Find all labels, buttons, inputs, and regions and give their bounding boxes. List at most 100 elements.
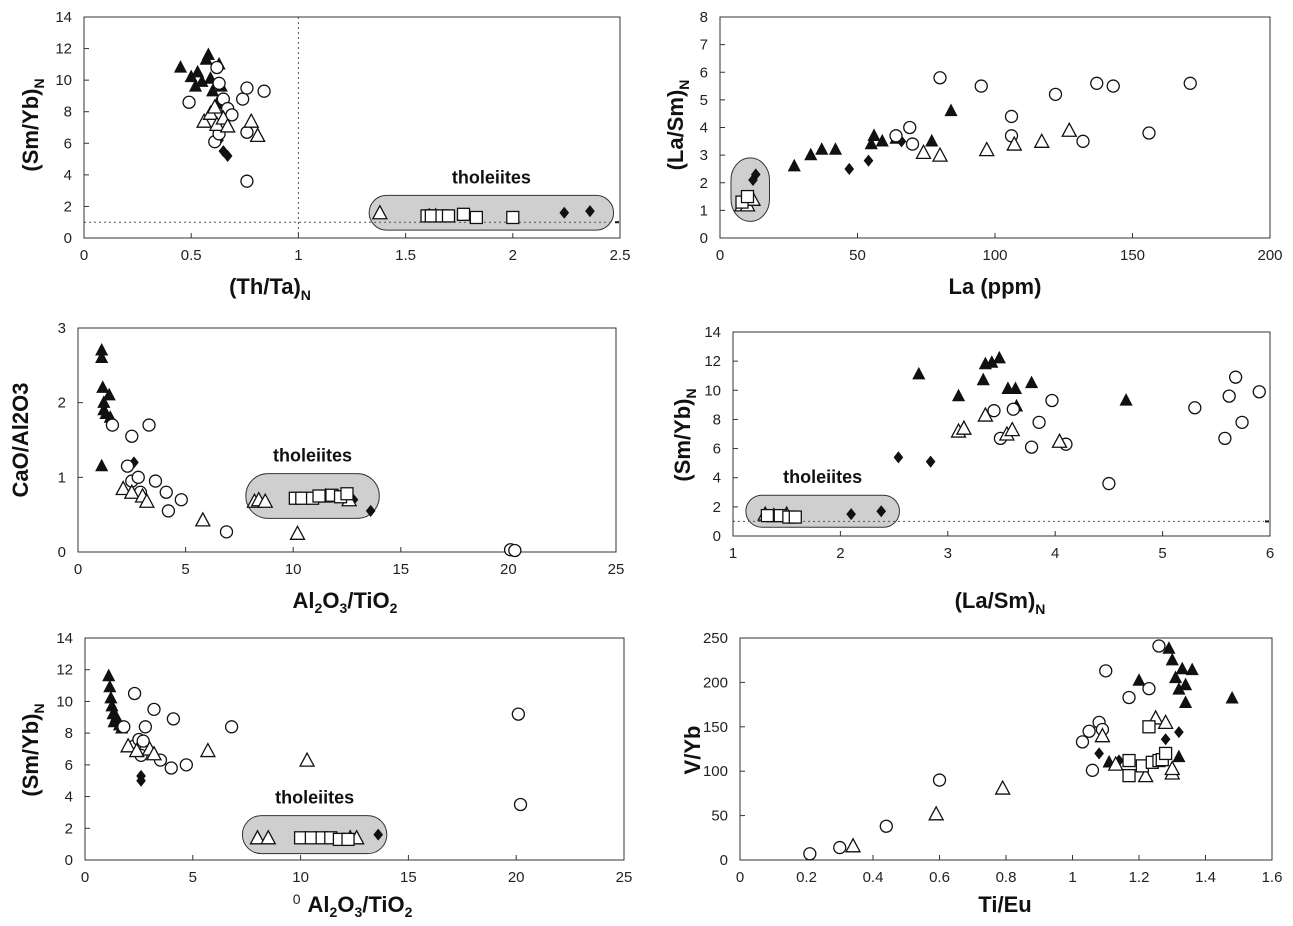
series-open-square — [420, 207, 520, 225]
point-open-triangle — [257, 492, 274, 508]
point-open-circle — [1222, 389, 1236, 403]
y-tick-label: 14 — [55, 9, 72, 26]
point-open-circle — [1235, 415, 1249, 429]
point-open-circle — [889, 129, 903, 143]
point-open-circle — [159, 485, 173, 499]
point-open-circle — [511, 707, 526, 721]
point-open-circle — [1032, 415, 1046, 429]
point-open-triangle — [1006, 135, 1023, 151]
y-tick-label: 12 — [55, 41, 72, 58]
chart-panel-3: 0 5 10 15 20 25 0 1 2 3 tholeiites Al2O3/TiO2 CaO/Al… — [8, 320, 624, 616]
point-filled-triangle — [1175, 661, 1189, 675]
x-tick-label: 0 — [716, 247, 724, 264]
point-open-triangle — [994, 779, 1011, 795]
region-label: tholeiites — [275, 788, 354, 808]
point-open-square — [456, 207, 471, 221]
x-tick-label: 1 — [294, 247, 302, 264]
plot-frame — [719, 16, 1271, 239]
chart-panel-5: 0 5 10 15 20 25 0 2 4 6 8 10 12 14 tholeiites 0 Al2O3/Ti… — [18, 630, 632, 920]
point-filled-diamond — [365, 504, 376, 517]
y-tick-label: 4 — [65, 789, 73, 806]
series-filled-diamond — [136, 769, 384, 841]
point-open-circle — [1045, 393, 1059, 408]
point-open-circle — [1106, 79, 1120, 93]
point-open-circle — [1218, 431, 1232, 446]
point-open-circle — [1076, 134, 1090, 148]
point-filled-triangle — [1225, 690, 1239, 704]
x-tick-label: 5 — [1158, 545, 1166, 562]
point-filled-triangle — [875, 133, 889, 147]
point-filled-triangle — [828, 142, 843, 155]
x-tick-label: 0.5 — [181, 247, 202, 264]
point-open-circle — [179, 758, 193, 772]
x-tick-label: 100 — [982, 247, 1007, 264]
point-filled-triangle — [992, 350, 1006, 364]
y-tick-label: 10 — [56, 693, 73, 710]
point-filled-triangle — [925, 133, 939, 147]
point-open-circle — [174, 493, 188, 507]
point-filled-triangle — [944, 103, 958, 117]
y-tick-label: 0 — [720, 852, 728, 869]
point-open-triangle — [928, 805, 945, 821]
point-filled-triangle — [96, 380, 110, 393]
point-filled-diamond — [893, 451, 904, 464]
region-label: tholeiites — [452, 167, 531, 187]
point-open-circle — [987, 404, 1001, 418]
plot-frame — [732, 331, 1271, 537]
point-open-circle — [219, 525, 234, 539]
y-tick-label: 12 — [56, 662, 73, 679]
point-open-triangle — [195, 112, 213, 128]
x-axis-label: (La/Sm)N — [955, 588, 1046, 617]
point-filled-triangle — [103, 679, 117, 693]
point-filled-triangle — [787, 158, 801, 172]
point-filled-diamond — [559, 206, 570, 219]
point-filled-triangle — [1178, 677, 1193, 691]
y-tick-label: 1 — [700, 202, 708, 219]
x-tick-label: 2 — [509, 247, 517, 264]
point-filled-triangle — [191, 64, 205, 78]
point-filled-diamond — [1160, 733, 1171, 746]
point-open-triangle — [978, 141, 995, 157]
point-open-triangle — [844, 837, 862, 853]
point-filled-triangle — [1165, 652, 1179, 666]
series-filled-diamond — [846, 451, 936, 521]
y-tick-label: 8 — [64, 104, 72, 121]
x-tick-label: 150 — [1120, 247, 1145, 264]
y-tick-label: 4 — [713, 470, 721, 487]
y-tick-label: 100 — [703, 763, 728, 780]
point-open-circle — [136, 734, 150, 748]
point-open-circle — [879, 819, 893, 833]
series-filled-diamond — [1094, 726, 1184, 767]
y-axis-label: CaO/Al2O3 — [8, 383, 33, 498]
y-tick-label: 150 — [703, 719, 728, 736]
x-tick-label: 1 — [729, 545, 737, 562]
tholeiite-field — [730, 157, 770, 222]
point-open-circle — [1152, 639, 1166, 653]
series-open-square — [760, 508, 802, 524]
y-tick-label: 6 — [65, 757, 73, 774]
point-open-circle — [1102, 476, 1116, 491]
point-open-circle — [1099, 664, 1113, 678]
series-open-square — [735, 189, 755, 209]
series-open-circle — [803, 639, 1166, 861]
point-open-circle — [164, 761, 178, 775]
y-tick-label: 2 — [65, 820, 73, 837]
point-open-triangle — [931, 146, 949, 162]
y-tick-label: 6 — [700, 64, 708, 81]
point-filled-triangle — [912, 366, 926, 380]
point-open-triangle — [138, 492, 155, 508]
chart-panel-1: 0 0.5 1 1.5 2 2.5 0 2 4 6 8 10 12 14 tholeiites (Th/Ta)… — [18, 9, 630, 303]
chart-panel-6: 0 0.2 0.4 0.6 0.8 1 1.2 1.4 1.6 0 50 100 150 200 250 Ti… — [680, 630, 1282, 917]
point-filled-diamond — [876, 505, 887, 518]
y-tick-label: 3 — [700, 147, 708, 164]
point-open-square — [760, 508, 775, 523]
point-filled-triangle — [1008, 381, 1023, 394]
stray-zero-label: 0 — [293, 891, 301, 907]
point-open-triangle — [1137, 767, 1154, 783]
y-tick-label: 8 — [700, 9, 708, 26]
y-tick-label: 0 — [65, 852, 73, 869]
point-open-circle — [240, 81, 254, 95]
point-filled-diamond — [1094, 747, 1104, 760]
series-open-triangle — [733, 121, 1078, 212]
y-tick-label: 6 — [64, 135, 72, 152]
